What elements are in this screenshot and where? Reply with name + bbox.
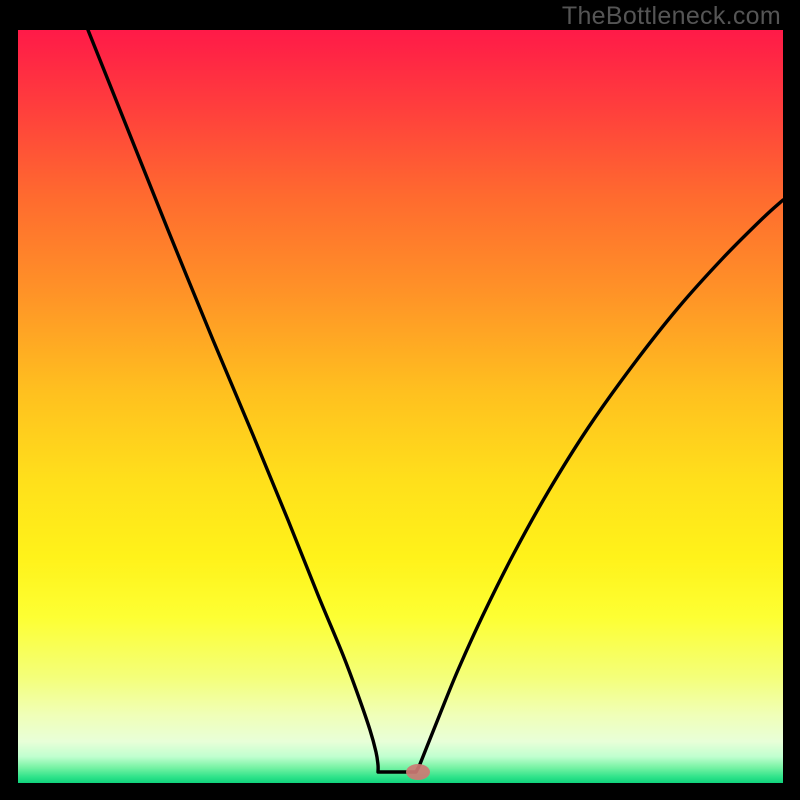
frame-border-right [783, 0, 800, 800]
frame-border-bottom [0, 783, 800, 800]
frame-border-left [0, 0, 18, 800]
watermark-text: TheBottleneck.com [562, 2, 781, 31]
chart-frame: TheBottleneck.com [0, 0, 800, 800]
optimal-point-marker [406, 764, 430, 780]
chart-svg [18, 30, 783, 783]
plot-area [18, 30, 783, 783]
